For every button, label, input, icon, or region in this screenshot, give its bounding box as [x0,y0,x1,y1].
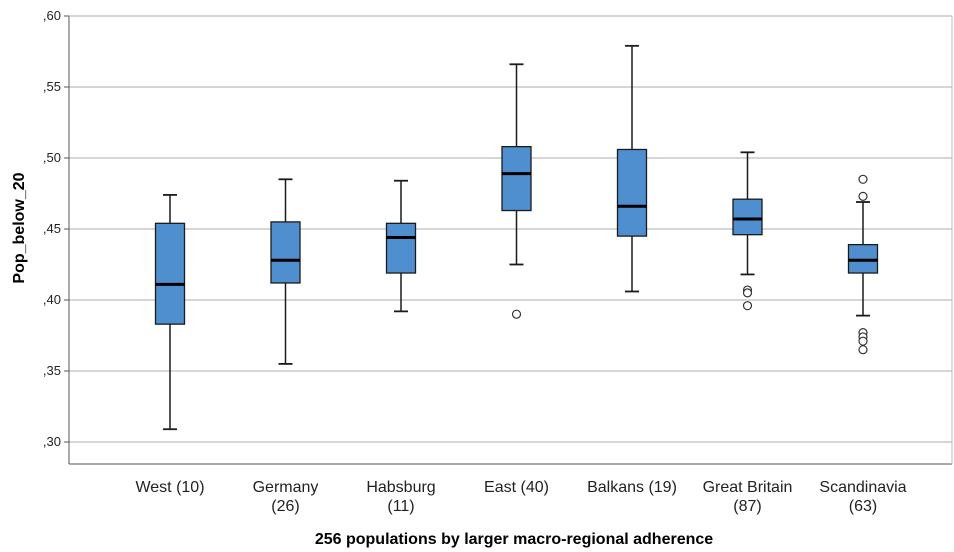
box-group [154,194,186,431]
iqr-box [616,148,648,237]
x-tick-label: East (40) [484,479,549,496]
y-tick-label: ,45 [43,221,61,236]
x-tick-label: Great Britain (87) [703,479,793,515]
box-group [270,178,301,365]
y-tick-label: ,55 [43,79,61,94]
y-tick-label: ,35 [43,363,61,378]
y-tick-label: ,60 [43,8,61,23]
iqr-box [732,198,763,236]
boxes [154,44,879,431]
x-tick-label: Germany (26) [253,479,319,515]
x-tick-labels: West (10) Germany (26) Habsburg (11) East (40… [135,479,906,515]
box-group [616,44,648,293]
x-tick-label: Scandinavia (63) [819,479,906,515]
iqr-box [154,222,186,325]
gridlines [64,15,952,443]
iqr-box [501,145,532,212]
y-tick-label: ,40 [43,292,61,307]
x-axis-title: 256 populations by larger macro-regional… [315,531,713,548]
outlier-point [742,288,753,298]
outlier-point [858,336,868,346]
outlier-point [511,309,522,319]
outlier-point [858,345,868,355]
outlier-point [858,191,868,201]
x-tick-label: Balkans (19) [587,479,677,496]
iqr-box [270,221,301,284]
y-axis-title: Pop_below_20 [11,172,28,283]
box-group [501,63,532,319]
axes [68,15,953,465]
y-tick-label: ,30 [43,434,61,449]
y-tick-label: ,50 [43,150,61,165]
outlier-point [858,174,868,184]
x-tick-label: West (10) [135,479,204,496]
y-tick-labels: ,30 ,35 ,40 ,45 ,50 ,55 ,60 [43,8,61,449]
box-group [847,174,879,355]
iqr-box [385,222,417,274]
outlier-point [742,301,753,311]
x-tick-label: Habsburg (11) [366,479,435,515]
box-group [385,179,417,313]
box-group [732,151,763,311]
